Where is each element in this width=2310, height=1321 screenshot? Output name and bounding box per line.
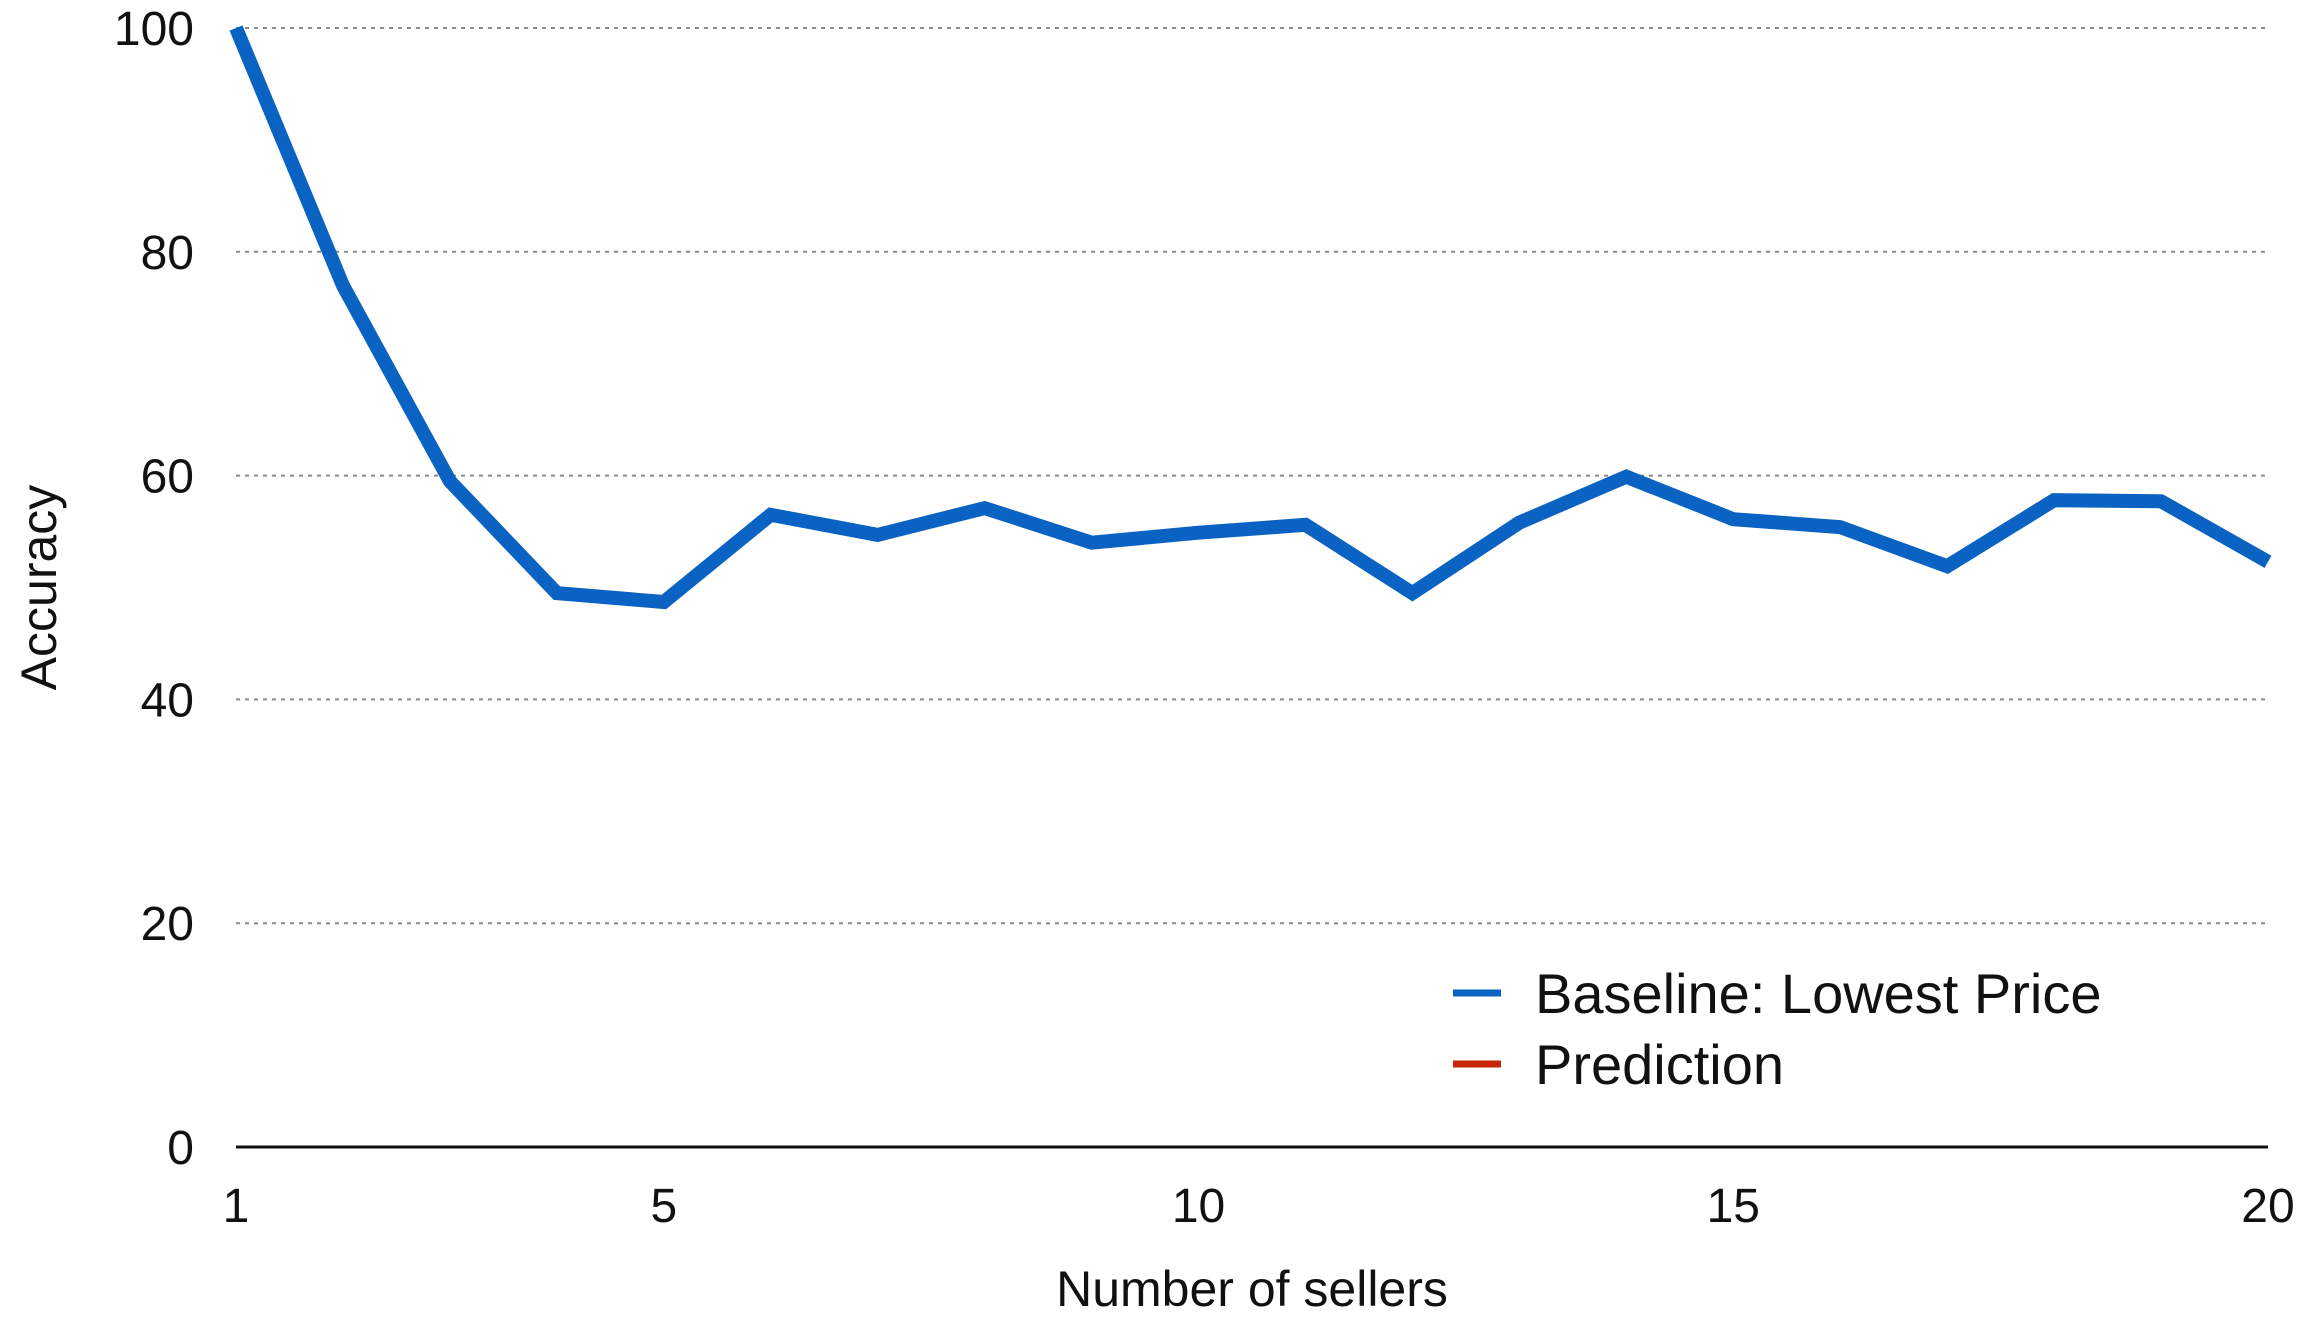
y-tick-label-40: 40 (141, 674, 194, 727)
x-tick-label-10: 10 (1172, 1180, 1225, 1233)
x-tick-label-20: 20 (2241, 1180, 2294, 1233)
y-tick-label-0: 0 (167, 1122, 194, 1175)
legend: Baseline: Lowest Price Prediction (1453, 962, 2102, 1096)
y-tick-label-60: 60 (141, 451, 194, 504)
x-tick-label-5: 5 (650, 1180, 677, 1233)
x-tick-label-1: 1 (223, 1180, 250, 1233)
legend-label-0: Baseline: Lowest Price (1535, 962, 2102, 1025)
y-axis-title: Accuracy (11, 485, 67, 691)
series-line-0 (229, 25, 2272, 610)
gridlines (236, 27, 2268, 925)
series-lines (229, 25, 2272, 610)
legend-label-1: Prediction (1535, 1033, 1784, 1096)
x-axis-title: Number of sellers (1056, 1261, 1448, 1317)
x-tick-label-15: 15 (1707, 1180, 1760, 1233)
y-tick-label-20: 20 (141, 898, 194, 951)
y-tick-label-80: 80 (141, 227, 194, 280)
y-tick-label-100: 100 (114, 3, 194, 56)
